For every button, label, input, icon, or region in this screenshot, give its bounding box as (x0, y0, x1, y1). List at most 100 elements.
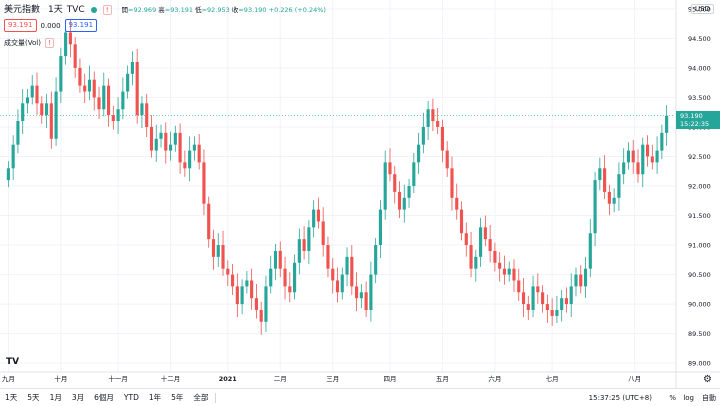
y-tick-label: 89.500 (688, 330, 711, 338)
y-tick-label: 89.000 (688, 360, 711, 368)
candle-body (135, 62, 139, 116)
candle-body (507, 268, 511, 275)
candle-body (598, 168, 602, 181)
volume-label[interactable]: 成交量(Vol) (4, 39, 41, 47)
candle-body (316, 209, 320, 222)
candle-body (226, 268, 230, 275)
candle-body (278, 250, 282, 269)
candle-body (397, 191, 402, 210)
x-tick-label: 八月 (628, 375, 641, 383)
alert-icon[interactable]: ! (44, 38, 54, 48)
candle-body (54, 91, 58, 139)
candle-body (378, 209, 383, 246)
timeframe-button[interactable]: 1天 (5, 393, 18, 402)
x-tick-label: 三月 (326, 375, 339, 383)
chart-legend: 美元指數 1天 TVC ! 開=92.969 高=93.191 低=92.953… (4, 4, 326, 49)
candle-body (154, 138, 158, 151)
timeframe-button[interactable]: 5年 (171, 393, 184, 402)
y-tick-label: 91.500 (688, 212, 711, 220)
trade-buttons: 93.191 0.000 93.191 (4, 19, 326, 32)
timeframe-button[interactable]: 5天 (27, 393, 40, 402)
candle-body (531, 286, 535, 310)
candle-body (297, 239, 301, 263)
candle-body (130, 62, 134, 74)
timeframe-button[interactable]: 1月 (49, 393, 62, 402)
currency-button[interactable]: USD (691, 4, 714, 14)
candle-body (126, 73, 130, 92)
x-tick-label: 四月 (383, 375, 396, 383)
clock[interactable]: 15:37:25 (UTC+8) (588, 393, 652, 402)
candle-body (335, 280, 340, 293)
candle-body (326, 245, 330, 269)
candle-body (498, 262, 502, 269)
y-tick-label: 94.000 (688, 64, 711, 72)
timeframe-button[interactable]: 1年 (148, 393, 162, 402)
log-toggle[interactable]: log (683, 393, 694, 402)
alert-icon[interactable]: ! (102, 5, 112, 15)
spread-value: 0.000 (40, 21, 61, 30)
candle-body (350, 256, 354, 287)
candle-body (445, 150, 449, 169)
y-tick-label: 95.000 (688, 5, 711, 13)
last-price-tag: 93.190 15:22:35 (676, 110, 720, 129)
candle-body (78, 67, 82, 86)
candle-body (35, 85, 39, 104)
exchange-label: TVC (66, 5, 85, 15)
auto-toggle[interactable]: 自動 (702, 393, 716, 402)
timeframe-button[interactable]: 3月 (71, 393, 85, 402)
candle-body (545, 304, 549, 310)
y-tick-label: 92.000 (688, 183, 711, 191)
candle-body (407, 186, 411, 198)
candle-body (536, 286, 540, 293)
candle-body (254, 298, 258, 310)
candle-body (168, 144, 173, 151)
candle-body (421, 126, 425, 145)
candle-body (173, 132, 177, 145)
candle-body (469, 245, 473, 269)
candle-body (612, 197, 616, 204)
candle-body (660, 132, 664, 151)
timeframe-button[interactable]: YTD (123, 393, 139, 402)
timeframe-button[interactable]: 全部 (193, 393, 209, 402)
candle-body (431, 109, 435, 122)
candle-body (97, 97, 101, 110)
candle-body (665, 115, 669, 133)
sell-button[interactable]: 93.191 (4, 19, 37, 32)
candle-body (149, 126, 154, 151)
candle-body (493, 250, 497, 263)
timeframe-button[interactable]: 6個月 (94, 393, 114, 402)
tradingview-logo[interactable]: TV (6, 357, 20, 367)
candle-body (450, 168, 454, 198)
candle-body (235, 286, 239, 305)
candle-body (636, 162, 640, 175)
price-chart[interactable]: 95.00094.50094.00093.50093.00092.50092.0… (0, 0, 720, 388)
candle-body (626, 150, 631, 163)
candle-body (221, 245, 225, 269)
candle-body (331, 268, 335, 281)
buy-button[interactable]: 93.191 (64, 19, 98, 32)
x-tick-label: 二月 (274, 375, 287, 383)
candle-body (102, 85, 106, 110)
candle-body (116, 109, 120, 122)
interval-label: 1天 (48, 5, 63, 15)
candle-body (250, 280, 254, 299)
candle-body (11, 144, 15, 169)
percent-toggle[interactable]: % (669, 393, 676, 402)
symbol-row: 美元指數 1天 TVC ! 開=92.969 高=93.191 低=92.953… (4, 4, 326, 16)
candle-body (292, 262, 297, 293)
candle-body (517, 280, 521, 293)
symbol-name[interactable]: 美元指數 (4, 5, 41, 15)
candle-body (40, 103, 44, 116)
timeframe-list: 1天 5天 1月 3月 6個月 YTD 1年 5年 全部 (0, 392, 213, 403)
candle-body (16, 121, 20, 145)
candle-body (641, 144, 645, 175)
candle-body (140, 103, 144, 116)
y-tick-label: 92.500 (688, 153, 711, 161)
candle-body (622, 162, 626, 175)
candle-body (631, 150, 635, 163)
candle-body (340, 274, 344, 293)
gear-icon[interactable]: ⚙ (703, 374, 712, 385)
candle-body (588, 233, 592, 269)
candle-body (359, 292, 363, 299)
